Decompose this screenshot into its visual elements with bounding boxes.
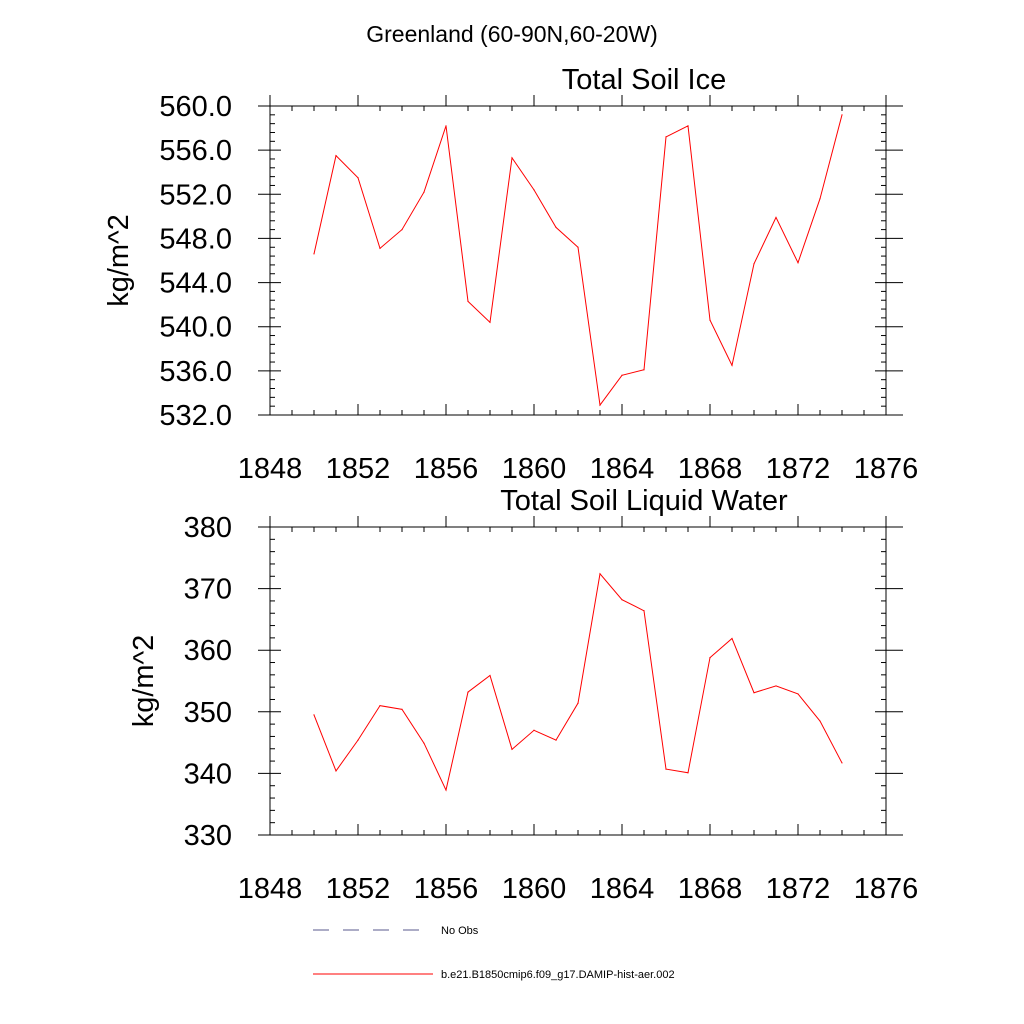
chart-1-title: Total Soil Ice [562,64,726,96]
chart-2-x-tick-label: 1848 [238,873,303,905]
chart-2-x-tick-label: 1872 [766,873,831,905]
chart-1-y-tick-label: 544.0 [159,268,232,300]
chart-1-data-point [643,369,645,371]
chart-1-x-tick-label: 1868 [678,453,743,485]
chart-2-x-tick-label: 1852 [326,873,391,905]
chart-1-data-point [621,374,623,376]
chart-2-y-tick-label: 370 [184,574,232,606]
chart-1-x-tick-label: 1856 [414,453,479,485]
chart-2-data-point [401,708,403,710]
panel-total-soil-liquid-water: Total Soil Liquid Water kg/m^2 1848 1852 185… [128,485,918,905]
chart-2-data-point [841,762,843,764]
chart-2-x-tick-label: 1876 [854,873,919,905]
chart-1-y-tick-label: 556.0 [159,135,232,167]
chart-2-data-point [775,685,777,687]
chart-1-data-point [555,226,557,228]
chart-2-data-point [313,714,315,716]
chart-2-data-point [687,772,689,774]
chart-1-data-point [335,155,337,157]
chart-2-data-point [533,729,535,731]
chart-1-x-tick-label: 1876 [854,453,919,485]
chart-2-data-point [489,674,491,677]
chart-2-data-point [357,739,359,741]
chart-2-data-point [665,768,667,770]
chart-2-data-point [423,742,425,744]
chart-1-x-tick-label: 1852 [326,453,391,485]
chart-1-data-point [489,321,491,323]
legend-obs-label: No Obs [441,925,479,937]
chart-2-data-point [709,656,711,659]
chart-2-data-point [731,637,733,640]
chart-2-plot-frame [269,526,887,836]
chart-2-data-point [643,610,645,612]
chart-2-data-point [599,573,601,575]
chart-2-series-line [313,572,843,792]
chart-1-x-tick-label: 1864 [590,453,655,485]
chart-2-data-point [511,748,513,750]
chart-2-y-tick-label: 330 [184,820,232,852]
chart-2-x-tick-label: 1868 [678,873,743,905]
chart-1-y-tick-label: 552.0 [159,179,232,211]
chart-1-data-point [445,125,447,127]
chart-2-x-tick-label: 1864 [590,873,655,905]
chart-1-series-line [313,114,843,407]
chart-1-data-point [819,198,821,200]
chart-1-data-point [731,364,733,366]
chart-1-data-point [753,263,755,265]
chart-1-x-tick-label: 1860 [502,453,567,485]
chart-2-x-tick-label: 1856 [414,873,479,905]
chart-1-data-point [533,189,535,191]
chart-1-data-point [357,177,359,179]
chart-2-x-tick-label: 1860 [502,873,567,905]
figure-suptitle: Greenland (60-90N,60-20W) [366,21,657,47]
chart-2-y-tick-label: 340 [184,758,232,790]
chart-1-y-tick-label: 540.0 [159,312,232,344]
chart-1-data-point [577,246,579,248]
chart-2-title: Total Soil Liquid Water [500,485,788,517]
chart-2-data-point [335,770,337,772]
panel-total-soil-ice: Total Soil Ice kg/m^2 1848 1852 1856 1860 1864… [103,64,918,485]
chart-2-data-point [577,702,579,704]
chart-1-data-point [467,300,469,302]
chart-1-data-point [709,319,711,321]
chart-1-data-point [687,125,689,127]
chart-1-data-point [665,136,667,138]
legend-model-label: b.e21.B1850cmip6.f09_g17.DAMIP-hist-aer.… [441,969,675,981]
chart-1-x-tick-label: 1872 [766,453,831,485]
chart-2-data-point [621,599,623,601]
chart-2-data-point [467,691,469,693]
chart-2-data-point [819,720,821,722]
chart-1-data-point [841,114,843,116]
chart-1-data-point [379,247,381,249]
chart-1-y-tick-label: 560.0 [159,91,232,123]
chart-1-y-tick-label: 532.0 [159,400,232,432]
chart-2-y-tick-label: 380 [184,512,232,544]
chart-1-data-point [599,404,601,406]
chart-1-data-point [401,229,403,231]
chart-2-y-tick-label: 360 [184,635,232,667]
chart-2-data-point [555,739,557,741]
chart-2-y-tick-label: 350 [184,697,232,729]
chart-1-x-tick-label: 1848 [238,453,303,485]
chart-1-plot-frame [269,105,887,416]
chart-2-data-point [753,692,755,694]
chart-1-data-point [797,262,799,264]
chart-2-y-axis-label: kg/m^2 [128,635,160,728]
chart-2-data-point [797,693,799,695]
chart-1-data-point [775,216,777,219]
chart-1-y-tick-label: 536.0 [159,356,232,388]
chart-1-data-point [511,157,513,159]
chart-1-data-point [423,191,425,193]
chart-2-data-point [445,789,447,791]
chart-2-data-point [379,705,381,707]
chart-1-y-tick-label: 548.0 [159,223,232,255]
legend: No Obs b.e21.B1850cmip6.f09_g17.DAMIP-hi… [313,925,675,981]
chart-1-y-axis-label: kg/m^2 [103,214,135,307]
chart-1-data-point [313,253,315,255]
